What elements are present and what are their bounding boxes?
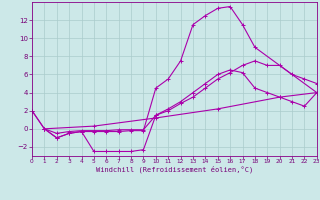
- X-axis label: Windchill (Refroidissement éolien,°C): Windchill (Refroidissement éolien,°C): [96, 166, 253, 173]
